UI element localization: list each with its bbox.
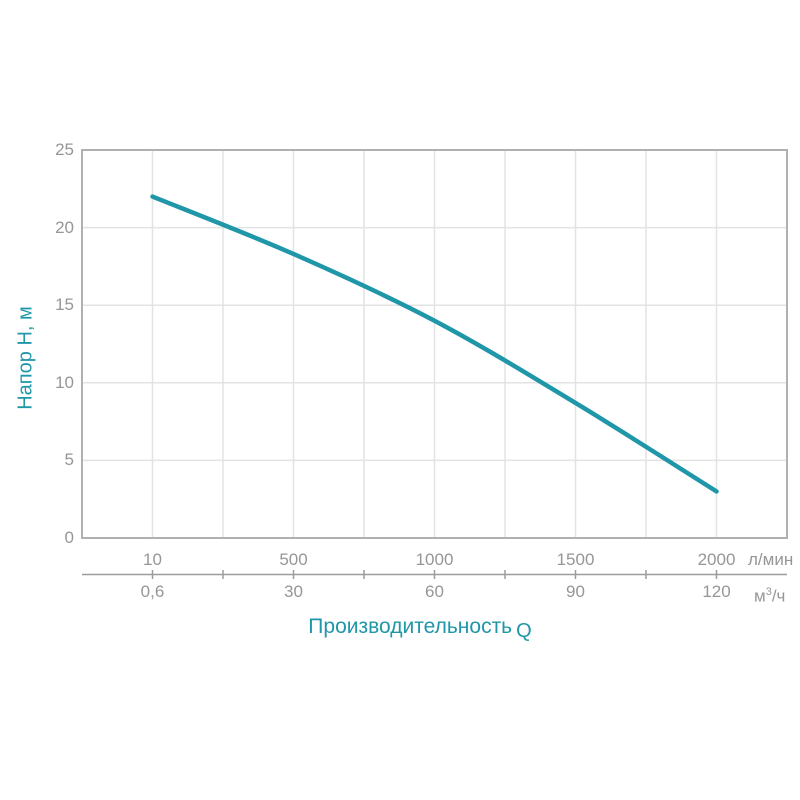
x-tick-secondary-label: 120 — [702, 582, 731, 601]
x-tick-primary-label: 2000 — [697, 550, 736, 569]
x-unit-m3h-rest: /ч — [771, 586, 786, 606]
x-axis-title: Производительность Q — [180, 615, 660, 642]
y-axis-title: Напор H, м — [14, 306, 37, 410]
x-tick-primary-label: 10 — [143, 550, 162, 569]
x-tick-secondary-label: 0,6 — [140, 582, 165, 601]
x-unit-m3h-sup: 3 — [765, 586, 772, 598]
x-axis-title-symbol: Q — [516, 620, 532, 642]
y-tick-label: 25 — [55, 140, 74, 159]
x-unit-lmin: л/мин — [748, 550, 794, 569]
x-tick-primary-label: 500 — [279, 550, 308, 569]
x-unit-m3h-base: м — [754, 586, 766, 606]
y-tick-label: 15 — [55, 295, 74, 315]
x-tick-secondary-label: 90 — [566, 582, 585, 601]
x-axis-title-text: Производительность — [308, 615, 513, 638]
x-unit-m3h: м3/ч — [754, 582, 785, 607]
x-tick-secondary-label: 30 — [284, 582, 303, 601]
y-tick-label: 0 — [64, 528, 74, 547]
pump-curve — [150, 194, 719, 494]
x-tick-primary-label: 1000 — [415, 550, 454, 569]
x-tick-secondary-label: 60 — [425, 582, 444, 601]
y-tick-label: 10 — [55, 372, 74, 392]
x-tick-primary-label: 1500 — [556, 550, 595, 569]
y-tick-label: 20 — [55, 217, 74, 237]
y-tick-label: 5 — [64, 450, 74, 470]
plot-border — [81, 149, 788, 539]
